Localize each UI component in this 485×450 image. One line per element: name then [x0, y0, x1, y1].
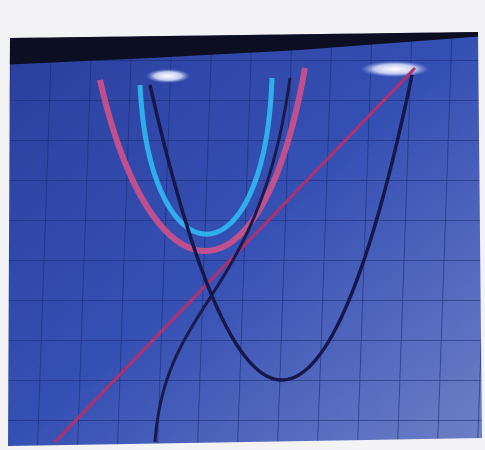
photo [0, 0, 485, 450]
screen-content [0, 0, 485, 450]
page: (() => { const data = JSON.parse(documen… [0, 0, 485, 450]
glare [361, 61, 429, 77]
glare [146, 69, 190, 83]
